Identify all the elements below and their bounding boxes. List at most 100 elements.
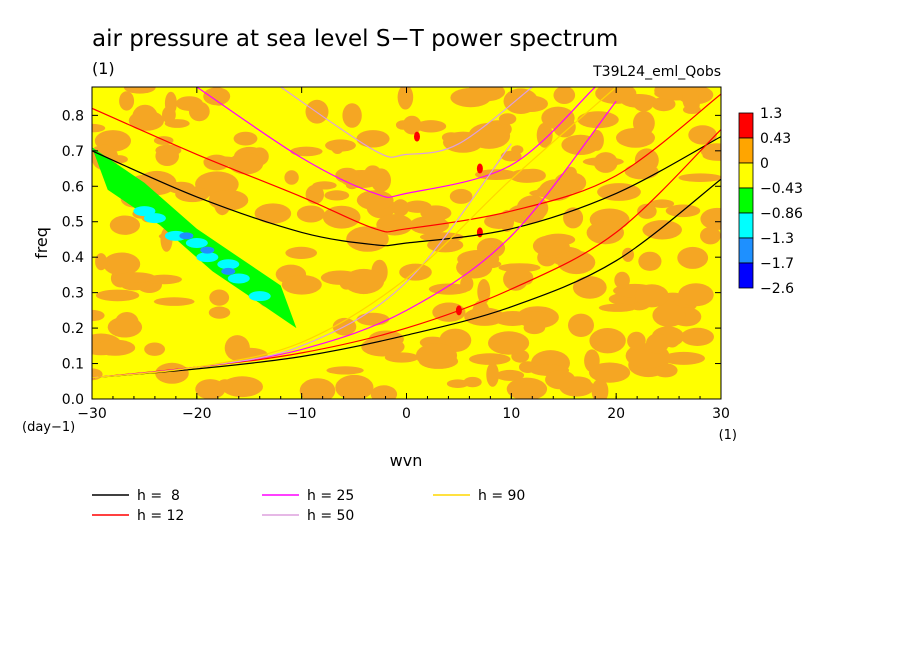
noise-patch bbox=[284, 170, 299, 185]
x-tick-label: 0 bbox=[402, 406, 411, 422]
noise-patch bbox=[532, 235, 566, 257]
noise-patch bbox=[228, 152, 264, 175]
positive-peak bbox=[476, 227, 483, 238]
noise-patch bbox=[155, 146, 179, 167]
noise-patch bbox=[132, 104, 158, 130]
y-axis-label: freq bbox=[32, 227, 51, 259]
colorbar-label: −2.6 bbox=[760, 281, 794, 297]
x-axis-label: wvn bbox=[390, 451, 423, 470]
noise-patch bbox=[539, 179, 573, 201]
run-label: T39L24_eml_Qobs bbox=[592, 64, 721, 80]
strong-negative-cell bbox=[248, 291, 271, 302]
x-tick-label: 10 bbox=[502, 406, 520, 422]
noise-patch bbox=[506, 377, 548, 399]
noise-patch bbox=[305, 184, 324, 205]
noise-patch bbox=[484, 214, 514, 229]
noise-patch bbox=[627, 331, 646, 350]
noise-patch bbox=[162, 106, 176, 124]
noise-patch bbox=[572, 276, 607, 299]
noise-patch bbox=[395, 120, 411, 130]
colorbar-swatch bbox=[738, 162, 754, 189]
noise-patch bbox=[209, 289, 230, 306]
legend-label: h = 12 bbox=[137, 508, 184, 524]
noise-patch bbox=[553, 87, 576, 104]
noise-patch bbox=[361, 336, 405, 357]
noise-patch bbox=[677, 246, 709, 269]
noise-patch bbox=[335, 167, 359, 184]
noise-patch bbox=[415, 120, 447, 133]
y-tick-label: 0.0 bbox=[62, 392, 84, 408]
noise-patch bbox=[95, 289, 140, 302]
noise-patch bbox=[640, 253, 658, 270]
noise-patch bbox=[370, 385, 398, 399]
noise-patch bbox=[586, 221, 624, 245]
noise-patch bbox=[523, 321, 546, 335]
colorbar-label: 0.43 bbox=[760, 131, 791, 147]
legend-label: h = 25 bbox=[307, 488, 354, 504]
noise-patch bbox=[299, 378, 336, 399]
strong-negative-cell bbox=[133, 206, 156, 217]
noise-patch bbox=[589, 362, 631, 383]
noise-patch bbox=[495, 369, 525, 381]
chart-title: air pressure at sea level S−T power spec… bbox=[92, 26, 618, 52]
colorbar-label: 1.3 bbox=[760, 106, 782, 122]
curve-kelvin bbox=[92, 87, 617, 379]
noise-patch bbox=[155, 362, 189, 384]
noise-patch bbox=[678, 173, 721, 182]
noise-patch bbox=[488, 331, 530, 355]
strongest-negative-cell bbox=[200, 246, 215, 254]
colorbar-swatch bbox=[738, 112, 754, 139]
noise-patch bbox=[103, 252, 141, 276]
curve-kelvin bbox=[92, 178, 721, 379]
y-tick-label: 0.2 bbox=[62, 321, 84, 337]
noise-patch bbox=[477, 279, 491, 304]
noise-patch bbox=[700, 207, 721, 230]
noise-patch bbox=[634, 284, 669, 308]
noise-patch bbox=[210, 88, 228, 106]
y-tick-label: 0.7 bbox=[62, 144, 84, 160]
strong-negative-cell bbox=[217, 259, 240, 270]
noise-patch bbox=[164, 119, 190, 128]
dispersion-curves bbox=[92, 87, 721, 379]
noise-patch bbox=[92, 309, 105, 322]
noise-patch bbox=[503, 88, 539, 114]
y-axis: 0.0 0.1 0.2 0.3 0.4 0.5 0.6 0.7 0.8 bbox=[62, 108, 721, 408]
noise-patch bbox=[516, 195, 549, 221]
noise-patch bbox=[589, 328, 626, 354]
noise-patch bbox=[115, 312, 139, 333]
noise-patch bbox=[409, 216, 450, 235]
x-tick-label: 20 bbox=[607, 406, 625, 422]
noise-patch bbox=[224, 335, 250, 361]
noise-patch bbox=[651, 97, 676, 112]
y-tick-label: 0.8 bbox=[62, 108, 84, 124]
strong-negative-cell bbox=[143, 213, 166, 224]
positive-peak bbox=[413, 131, 420, 142]
noise-patch bbox=[419, 232, 464, 242]
y-tick-label: 0.4 bbox=[62, 250, 84, 266]
x-tick-label: 30 bbox=[712, 406, 730, 422]
noise-patch bbox=[642, 220, 682, 240]
y-tick-label: 0.3 bbox=[62, 286, 84, 302]
strong-negative-cell bbox=[227, 273, 250, 284]
noise-patch bbox=[175, 96, 203, 111]
noise-patch bbox=[326, 366, 364, 375]
noise-patch bbox=[121, 280, 148, 291]
legend-label: h = 50 bbox=[307, 508, 354, 524]
noise-patch bbox=[449, 188, 473, 204]
noise-patch bbox=[392, 199, 409, 217]
noise-patch bbox=[233, 131, 258, 146]
colorbar-swatch bbox=[738, 237, 754, 264]
noise-patch bbox=[469, 353, 511, 365]
y-tick-label: 0.1 bbox=[62, 357, 84, 373]
noise-patch bbox=[364, 165, 382, 181]
noise-patch bbox=[450, 88, 492, 108]
noise-patch bbox=[472, 300, 490, 325]
noise-patch bbox=[678, 283, 714, 307]
noise-patch bbox=[356, 190, 394, 211]
noise-patch bbox=[561, 134, 600, 155]
negative-band bbox=[92, 147, 297, 329]
noise-patch bbox=[536, 122, 553, 148]
x-units: (1) bbox=[719, 428, 737, 443]
noise-patch bbox=[296, 205, 325, 223]
curve-symmetric bbox=[196, 87, 596, 198]
